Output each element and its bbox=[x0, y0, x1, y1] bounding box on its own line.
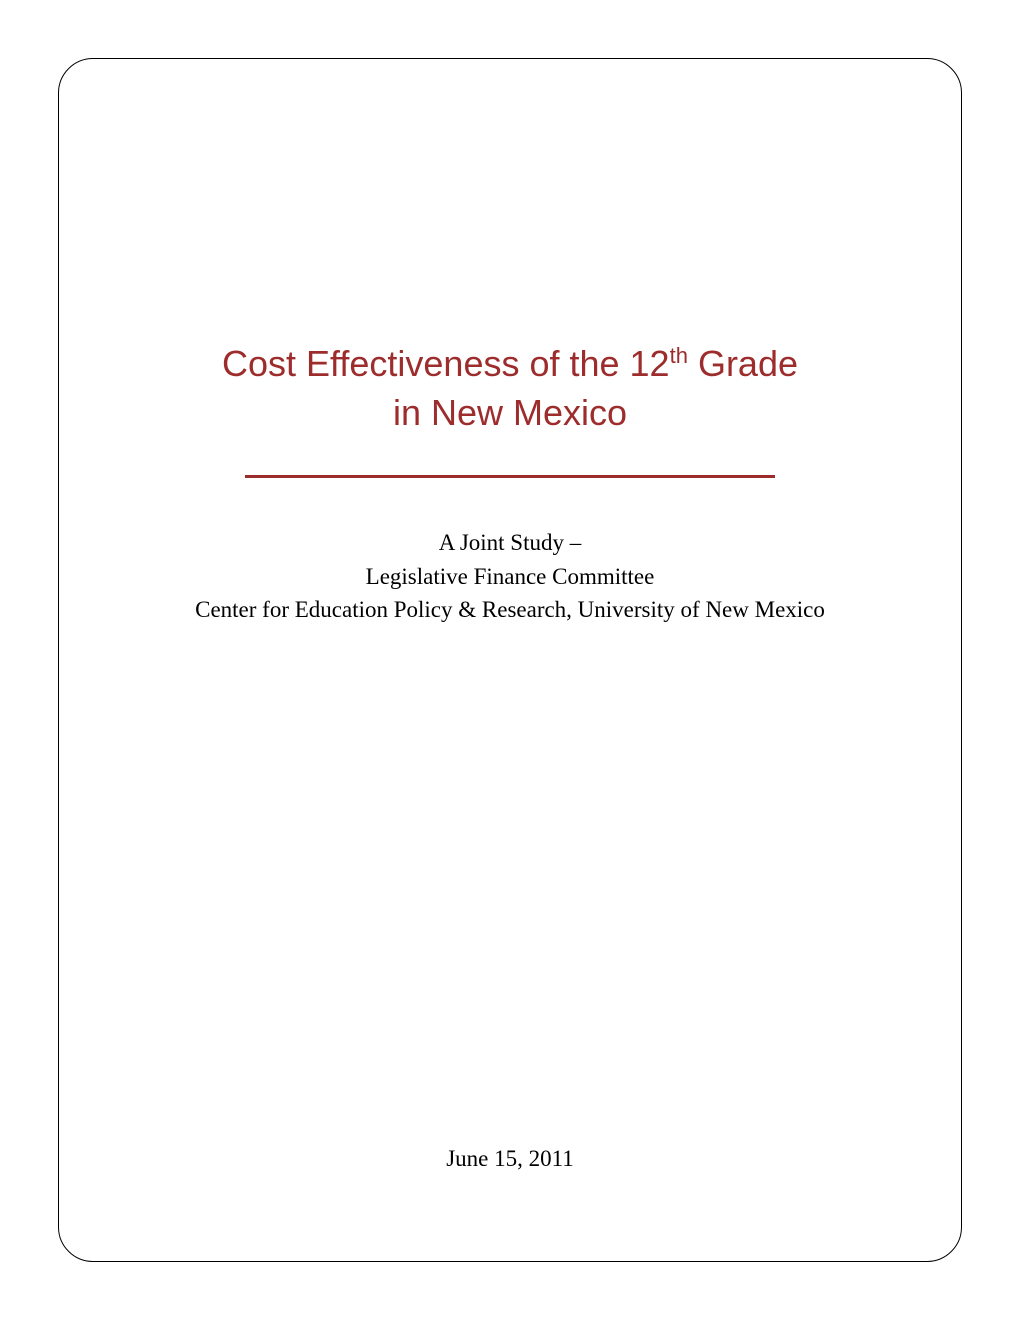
title-line1-super: th bbox=[670, 343, 688, 368]
page-content: Cost Effectiveness of the 12th Grade in … bbox=[58, 58, 962, 1262]
subtitle-line1: A Joint Study – bbox=[118, 526, 902, 559]
title-block: Cost Effectiveness of the 12th Grade in … bbox=[118, 340, 902, 626]
title-line1-prefix: Cost Effectiveness of the 12 bbox=[222, 343, 670, 384]
document-title: Cost Effectiveness of the 12th Grade in … bbox=[118, 340, 902, 437]
subtitle-line3: Center for Education Policy & Research, … bbox=[118, 593, 902, 626]
title-line1-suffix: Grade bbox=[688, 343, 798, 384]
document-date: June 15, 2011 bbox=[446, 1146, 574, 1171]
date-block: June 15, 2011 bbox=[58, 1146, 962, 1172]
title-line2: in New Mexico bbox=[393, 392, 627, 433]
subtitle-line2: Legislative Finance Committee bbox=[118, 560, 902, 593]
subtitle-block: A Joint Study – Legislative Finance Comm… bbox=[118, 526, 902, 626]
title-divider bbox=[245, 475, 775, 478]
